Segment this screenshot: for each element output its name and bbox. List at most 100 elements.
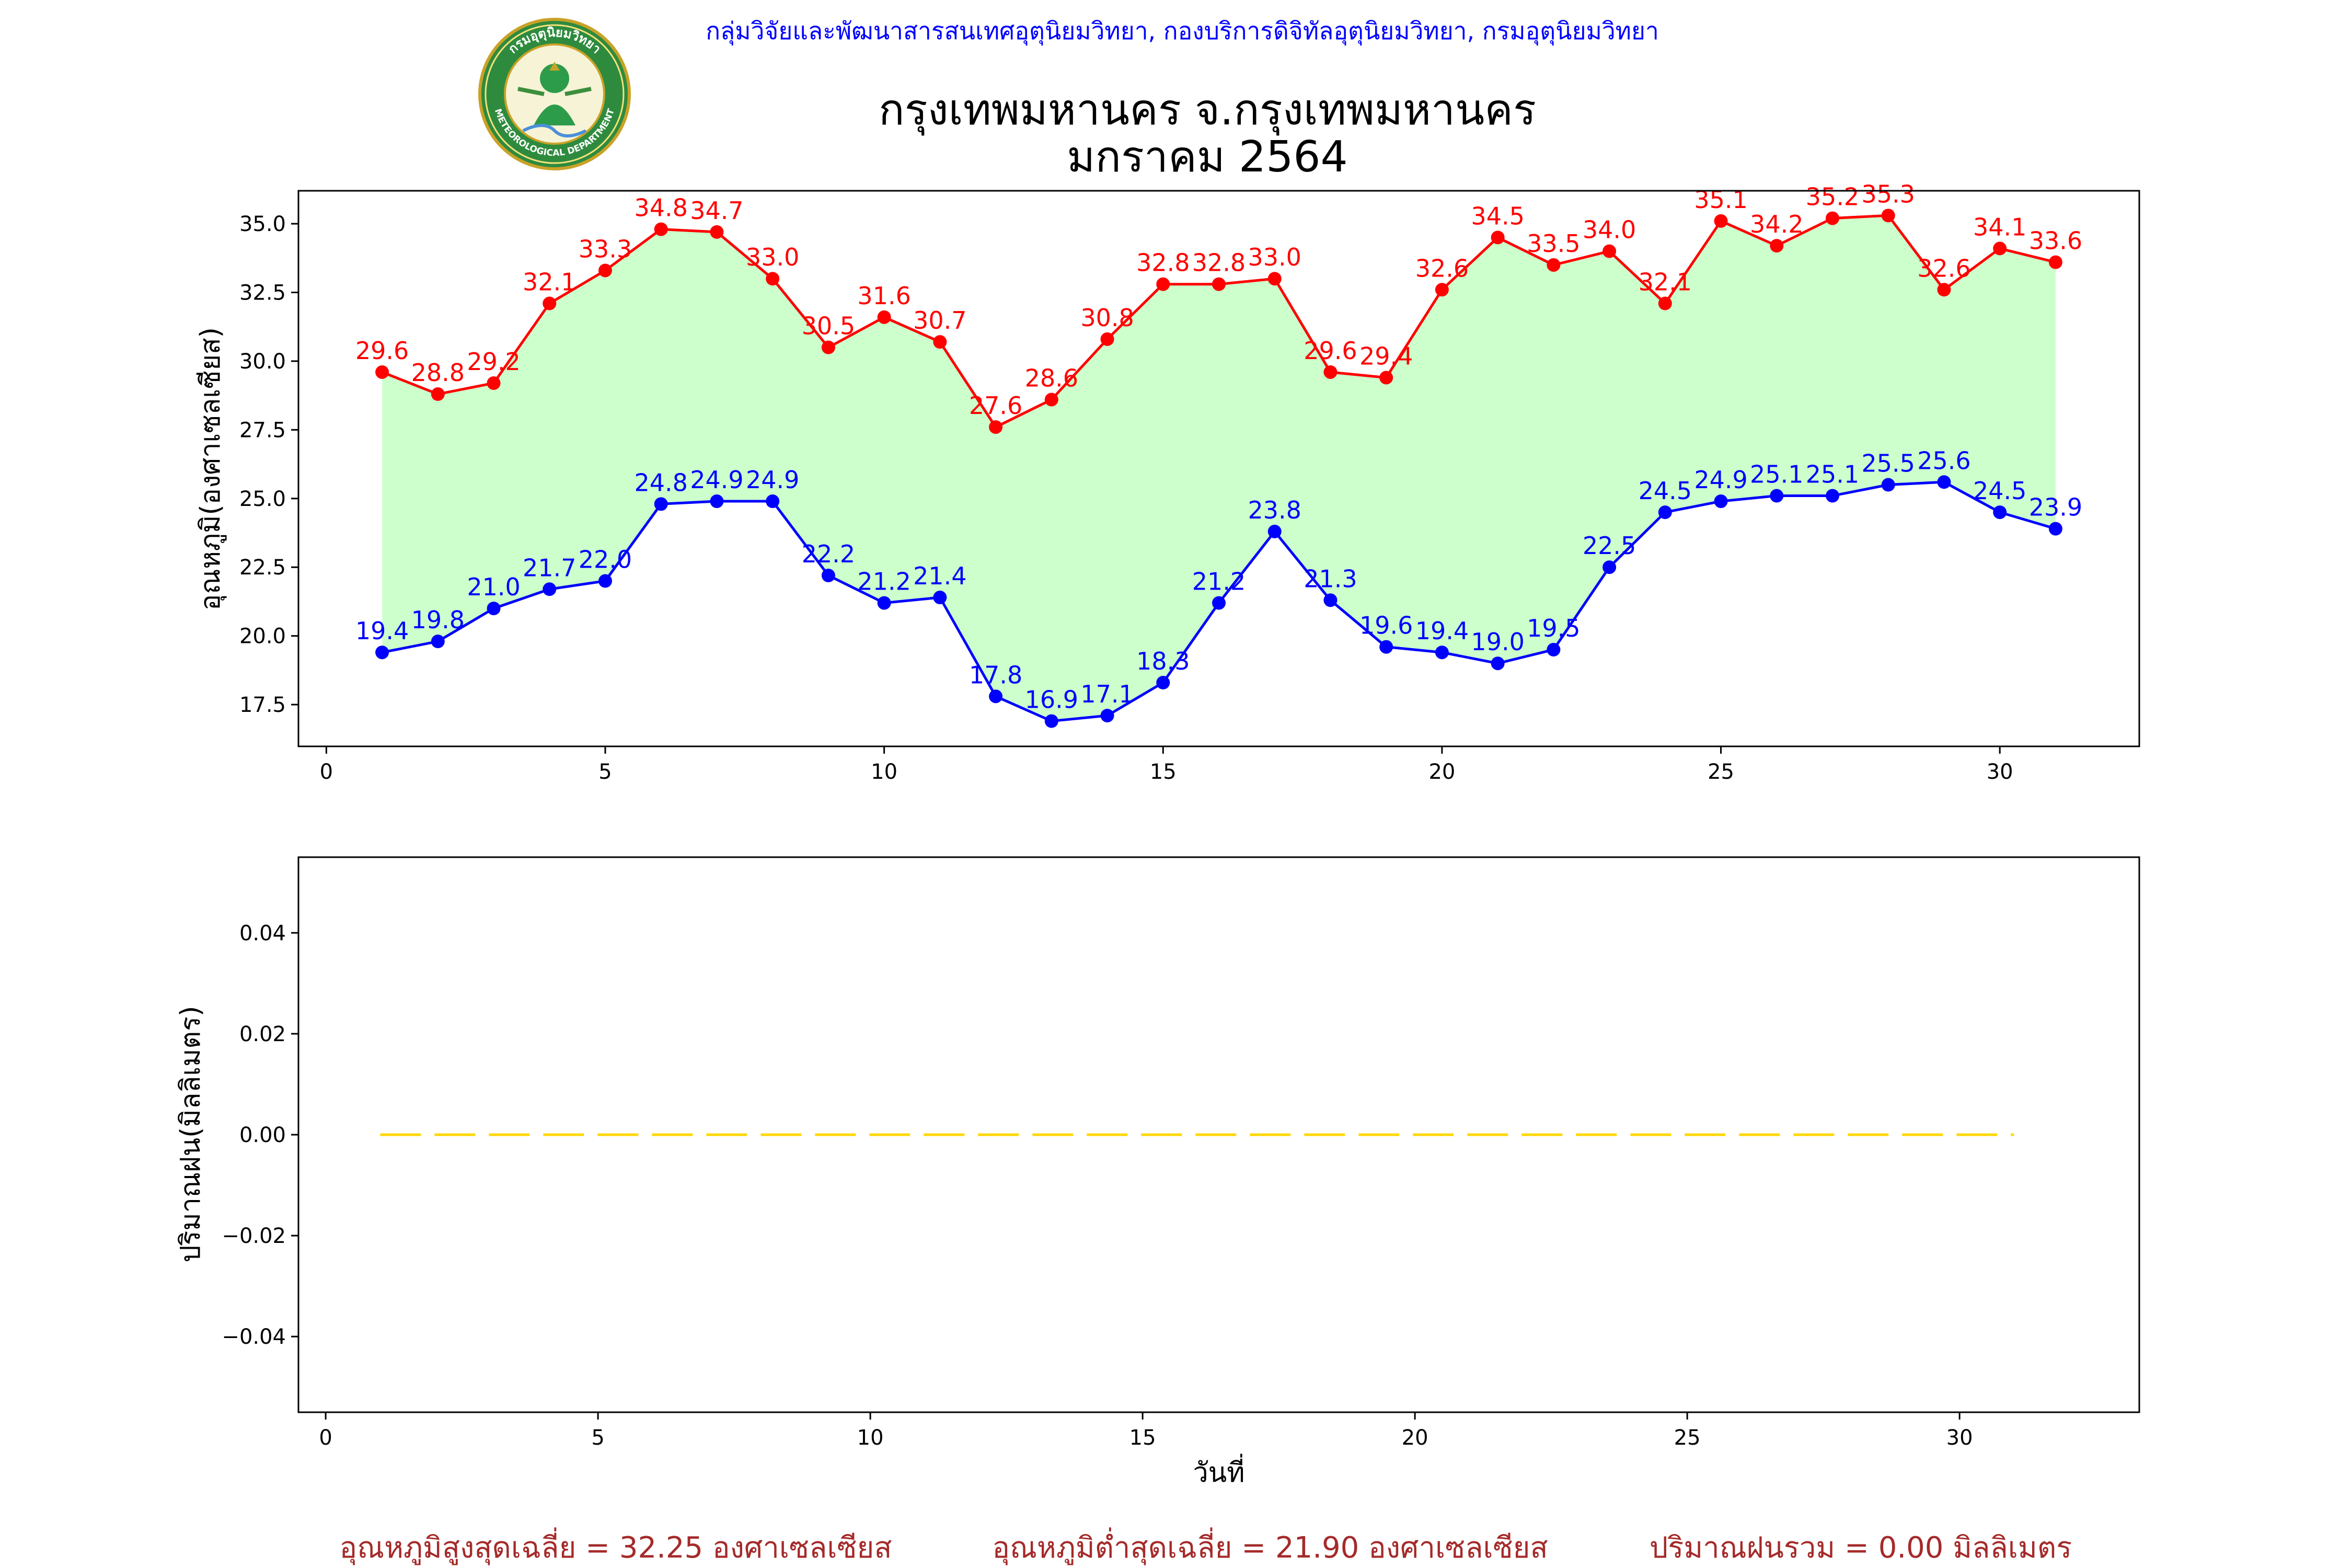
max-temperature-point [431, 387, 445, 401]
min-temperature-label: 24.5 [1639, 477, 1692, 505]
max-temperature-label: 32.6 [1415, 254, 1469, 282]
min-temperature-point [821, 569, 835, 583]
max-temperature-point [710, 225, 724, 239]
max-temperature-label: 32.1 [523, 268, 576, 296]
max-temperature-point [1547, 258, 1561, 272]
min-temperature-point [543, 582, 557, 596]
min-temperature-point [1993, 505, 2007, 520]
max-temperature-point [1156, 277, 1170, 291]
min-temperature-point [1267, 524, 1282, 538]
max-temperature-point [1658, 296, 1672, 310]
temperature-x-tick-label: 0 [320, 760, 333, 784]
rainfall-x-axis-title: วันที่ [1193, 1454, 1244, 1489]
max-temperature-label: 30.8 [1080, 304, 1134, 332]
temperature-chart: 29.628.8 29.232.133.334.8 34.733.030.531.6… [195, 180, 2140, 784]
temperature-y-tick-label: 17.5 [239, 693, 286, 717]
rainfall-x-tick-label: 0 [319, 1426, 332, 1450]
min-temperature-label: 23.9 [2029, 493, 2082, 522]
max-temperature-point [487, 376, 501, 390]
min-temperature-label: 21.2 [1192, 568, 1246, 596]
max-temperature-label: 30.5 [802, 312, 855, 340]
max-temperature-point [1100, 332, 1114, 346]
max-temperature-label: 35.1 [1694, 186, 1747, 214]
max-temperature-point [1602, 244, 1617, 258]
max-temperature-label: 28.8 [411, 359, 465, 387]
max-temperature-label: 29.6 [355, 337, 409, 365]
min-temperature-label: 22.0 [579, 546, 632, 574]
min-temperature-point [1547, 642, 1561, 656]
rainfall-y-tick-label: 0.00 [239, 1123, 286, 1147]
rainfall-y-tick-label: 0.04 [239, 921, 286, 946]
max-temperature-point [375, 365, 389, 379]
min-temperature-point [1156, 676, 1170, 690]
rainfall-chart: 0 5 10 15 20 25 30 −0.04 −0.02 0.00 0.02 0.04 ปริม… [175, 856, 2140, 1489]
min-temperature-label: 22.2 [802, 540, 855, 568]
min-temperature-label: 24.8 [635, 468, 688, 497]
max-temperature-label: 34.1 [1973, 213, 2026, 241]
meteorological-department-logo: กรมอุตุนิยมวิทยา METEOROLOGICAL DEPARTME… [478, 18, 631, 170]
temperature-y-tick-label: 32.5 [239, 281, 286, 305]
temperature-y-tick-label: 25.0 [239, 487, 286, 511]
max-temperature-point [933, 335, 947, 349]
min-temperature-label: 22.5 [1583, 532, 1636, 560]
temperature-x-tick-label: 5 [598, 760, 612, 784]
max-temperature-point [1267, 272, 1282, 286]
rainfall-y-tick-label: −0.04 [222, 1325, 286, 1349]
min-temperature-point [1044, 714, 1058, 728]
min-temperature-point [1379, 640, 1393, 654]
rainfall-x-tick-label: 30 [1946, 1426, 1973, 1450]
max-temperature-label: 35.3 [1862, 180, 1915, 208]
min-temperature-label: 21.3 [1304, 564, 1357, 593]
min-temperature-label: 18.3 [1136, 647, 1190, 675]
rainfall-x-tick-label: 5 [591, 1426, 604, 1450]
max-temperature-point [543, 296, 557, 310]
max-temperature-label: 29.6 [1304, 337, 1357, 365]
temperature-range-fill [382, 215, 2056, 721]
max-temperature-point [654, 222, 668, 236]
temperature-y-tick-label: 22.5 [239, 556, 286, 580]
min-temperature-point [1937, 475, 1951, 489]
min-temperature-label: 19.0 [1471, 628, 1524, 656]
min-temperature-label: 25.1 [1750, 460, 1803, 489]
min-temperature-label: 24.9 [1694, 466, 1747, 494]
rainfall-y-axis-title: ปริมาณฝน(มิลลิเมตร) [175, 1006, 206, 1262]
max-temperature-label: 32.8 [1136, 249, 1190, 277]
chart-title-line2: มกราคม 2564 [1067, 132, 1347, 182]
temperature-y-tick-label: 27.5 [239, 418, 286, 442]
max-temperature-label: 30.7 [913, 306, 966, 335]
max-temperature-label: 33.0 [746, 243, 799, 271]
max-temperature-point [2048, 255, 2062, 269]
temperature-x-tick-label: 10 [871, 760, 897, 784]
min-temperature-point [1881, 478, 1895, 492]
temperature-y-tick-label: 35.0 [239, 212, 286, 236]
min-temperature-label: 16.9 [1025, 686, 1078, 714]
max-temperature-label: 32.8 [1192, 249, 1246, 277]
min-temperature-point [1658, 505, 1672, 520]
min-temperature-label: 24.5 [1973, 477, 2026, 505]
min-temperature-point [487, 602, 501, 616]
max-temperature-label: 34.8 [635, 194, 688, 222]
max-temperature-label: 29.2 [467, 348, 520, 376]
min-temperature-label: 19.4 [1415, 617, 1469, 645]
min-temperature-point [1770, 489, 1784, 503]
max-temperature-label: 34.2 [1750, 210, 1803, 238]
max-temperature-label: 33.5 [1527, 229, 1580, 258]
max-temperature-point [766, 272, 780, 286]
min-temperature-label: 21.2 [857, 568, 910, 596]
max-temperature-point [1714, 214, 1728, 228]
min-temperature-point [1100, 709, 1114, 723]
temperature-x-tick-label: 30 [1987, 760, 2013, 784]
max-temperature-point [1379, 371, 1393, 385]
min-temperature-label: 19.5 [1527, 614, 1580, 642]
min-temperature-point [1435, 645, 1449, 660]
min-temperature-point [431, 635, 445, 649]
credit-line: กลุ่มวิจัยและพัฒนาสารสนเทศอุตุนิยมวิทยา,… [706, 17, 1659, 46]
temperature-x-tick-label: 20 [1428, 760, 1455, 784]
min-temperature-point [375, 645, 389, 660]
max-temperature-point [598, 263, 612, 278]
min-temperature-label: 23.8 [1248, 496, 1301, 524]
max-temperature-label: 31.6 [857, 282, 910, 310]
min-temperature-point [2048, 522, 2062, 536]
rainfall-x-tick-label: 10 [857, 1426, 884, 1450]
